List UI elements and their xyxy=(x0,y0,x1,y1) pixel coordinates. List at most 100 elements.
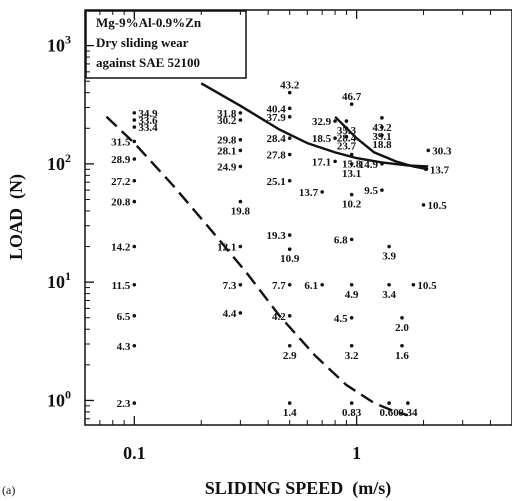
data-point xyxy=(349,152,354,157)
data-point xyxy=(287,282,292,287)
solid-boundary-curve xyxy=(334,115,429,171)
data-point-label: 6.5 xyxy=(117,311,131,323)
data-point-label: 33.4 xyxy=(138,122,158,134)
y-tick-label: 100 xyxy=(47,387,71,410)
data-point xyxy=(132,157,137,161)
data-point-label: 43.2 xyxy=(280,80,300,92)
data-point-label: 3.9 xyxy=(382,251,396,263)
y-tick-label: 101 xyxy=(47,269,71,292)
data-point xyxy=(349,237,354,242)
data-point xyxy=(380,162,384,166)
data-point xyxy=(132,199,137,204)
legend-line-3: against SAE 52100 xyxy=(96,55,200,70)
data-point-label: 2.3 xyxy=(117,398,131,410)
data-point-label: 3.2 xyxy=(345,350,359,362)
data-point-label: 34.9 xyxy=(138,108,158,120)
data-point xyxy=(287,106,292,111)
data-point xyxy=(349,282,354,287)
data-point xyxy=(287,152,292,157)
data-point-label: 27.2 xyxy=(111,176,131,188)
data-point xyxy=(387,282,391,287)
data-point-label: 10.5 xyxy=(417,280,437,292)
data-point xyxy=(320,282,324,287)
data-point-label: 4.5 xyxy=(334,313,348,325)
data-point xyxy=(238,118,243,122)
data-point xyxy=(349,343,354,348)
data-point xyxy=(238,282,243,287)
data-point-label: 25.1 xyxy=(266,176,285,188)
y-tick-label: 103 xyxy=(47,33,71,56)
legend-line-1: Mg-9%Al-0.9%Zn xyxy=(96,15,202,30)
data-points: 34.933.633.4 31.5 28.9 27.2 20.8 14.2 11.5 6.5 4… xyxy=(111,80,452,419)
data-point-label: 0.83 xyxy=(342,407,362,419)
data-point-label: 14.2 xyxy=(111,242,131,254)
data-point-label: 19.3 xyxy=(266,230,286,242)
solid-boundary-curve xyxy=(200,82,429,168)
data-point-label: 13.7 xyxy=(430,164,450,176)
data-point-label: 1.4 xyxy=(283,407,297,419)
data-point xyxy=(238,164,243,169)
data-point xyxy=(287,401,292,405)
x-axis-title: SLIDING SPEED (m/s) xyxy=(205,478,392,499)
data-point xyxy=(320,190,324,194)
data-point xyxy=(132,244,137,249)
trend-curves xyxy=(105,82,429,417)
data-point-label: 4.2 xyxy=(272,311,286,323)
data-point xyxy=(132,282,137,287)
data-point-label: 29.8 xyxy=(217,135,237,147)
data-point-label: 4.4 xyxy=(223,308,237,320)
data-point-label: 35.3 xyxy=(337,125,357,137)
data-point-label: 28.9 xyxy=(111,154,131,166)
data-point-label: 13.7 xyxy=(299,187,319,199)
data-point-label: 0.60 xyxy=(379,407,399,419)
y-tick-exponent: 3 xyxy=(65,33,71,47)
data-point xyxy=(380,116,384,120)
data-point xyxy=(287,90,292,95)
data-point-label: 2.9 xyxy=(283,350,297,362)
y-tick-label: 102 xyxy=(47,151,71,174)
data-point xyxy=(287,247,292,251)
data-point xyxy=(132,313,137,318)
data-point xyxy=(380,188,384,192)
data-point xyxy=(333,159,337,164)
data-point-label: 10.5 xyxy=(428,200,448,212)
data-point-label: 12.1 xyxy=(217,242,236,254)
data-point xyxy=(387,244,391,249)
data-point-label: 31.8 xyxy=(217,108,237,120)
data-point xyxy=(287,233,292,237)
data-point-label: 1.6 xyxy=(395,350,409,362)
data-point xyxy=(344,119,349,123)
data-point xyxy=(238,137,243,142)
data-point xyxy=(287,178,292,183)
data-point-label: 20.8 xyxy=(111,197,131,209)
data-point xyxy=(344,134,349,139)
data-point xyxy=(132,111,137,115)
data-point xyxy=(132,118,137,122)
data-point-label: 18.5 xyxy=(312,133,332,145)
data-point xyxy=(349,401,354,405)
legend-line-2: Dry sliding wear xyxy=(96,35,189,50)
data-point xyxy=(400,343,404,348)
data-point xyxy=(132,401,137,405)
data-point-label: 10.2 xyxy=(342,199,362,211)
data-point xyxy=(333,119,337,123)
data-point-label: 13.1 xyxy=(342,168,361,180)
data-point xyxy=(411,282,416,287)
data-point-label: 0.34 xyxy=(398,407,418,419)
data-point xyxy=(132,139,137,144)
data-point-label: 31.5 xyxy=(111,136,131,148)
data-point-label: 24.9 xyxy=(217,162,237,174)
data-point-label: 6.1 xyxy=(304,280,318,292)
data-point xyxy=(238,111,243,115)
data-point-label: 33.6 xyxy=(138,115,158,127)
data-point xyxy=(238,244,243,249)
data-point-label: 17.1 xyxy=(312,156,331,168)
data-point xyxy=(287,343,292,348)
data-point xyxy=(349,192,354,197)
legend-box: Mg-9%Al-0.9%Zn Dry sliding wear against … xyxy=(85,10,247,79)
data-point-label: 14.9 xyxy=(359,159,379,171)
data-point xyxy=(238,148,243,153)
x-tick-label: 0.1 xyxy=(123,443,146,463)
data-point-label: 4.9 xyxy=(345,289,359,301)
